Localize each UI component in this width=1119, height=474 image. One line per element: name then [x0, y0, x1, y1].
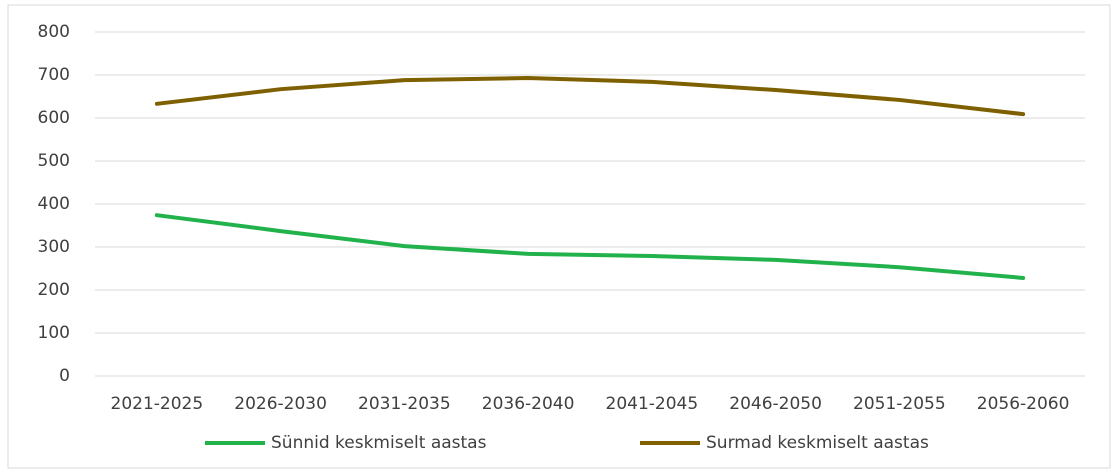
chart-frame: [7, 4, 1111, 469]
legend-label: Surmad keskmiselt aastas: [706, 433, 929, 453]
x-tick-label: 2056-2060: [977, 394, 1070, 414]
y-tick-label: 200: [38, 280, 70, 300]
x-tick-label: 2036-2040: [482, 394, 575, 414]
legend-label: Sünnid keskmiselt aastas: [271, 433, 487, 453]
x-tick-label: 2031-2035: [358, 394, 451, 414]
y-tick-label: 500: [38, 151, 70, 171]
y-tick-label: 700: [38, 65, 70, 85]
x-tick-label: 2051-2055: [853, 394, 946, 414]
series-line: [154, 213, 1026, 280]
y-tick-label: 0: [59, 366, 70, 386]
series-line: [154, 76, 1026, 117]
y-tick-label: 400: [38, 194, 70, 214]
x-tick-label: 2021-2025: [111, 394, 204, 414]
x-tick-label: 2046-2050: [729, 394, 822, 414]
y-tick-label: 800: [38, 22, 70, 42]
y-tick-label: 100: [38, 323, 70, 343]
y-tick-label: 600: [38, 108, 70, 128]
y-tick-label: 300: [38, 237, 70, 257]
x-tick-label: 2026-2030: [234, 394, 327, 414]
x-tick-label: 2041-2045: [606, 394, 699, 414]
